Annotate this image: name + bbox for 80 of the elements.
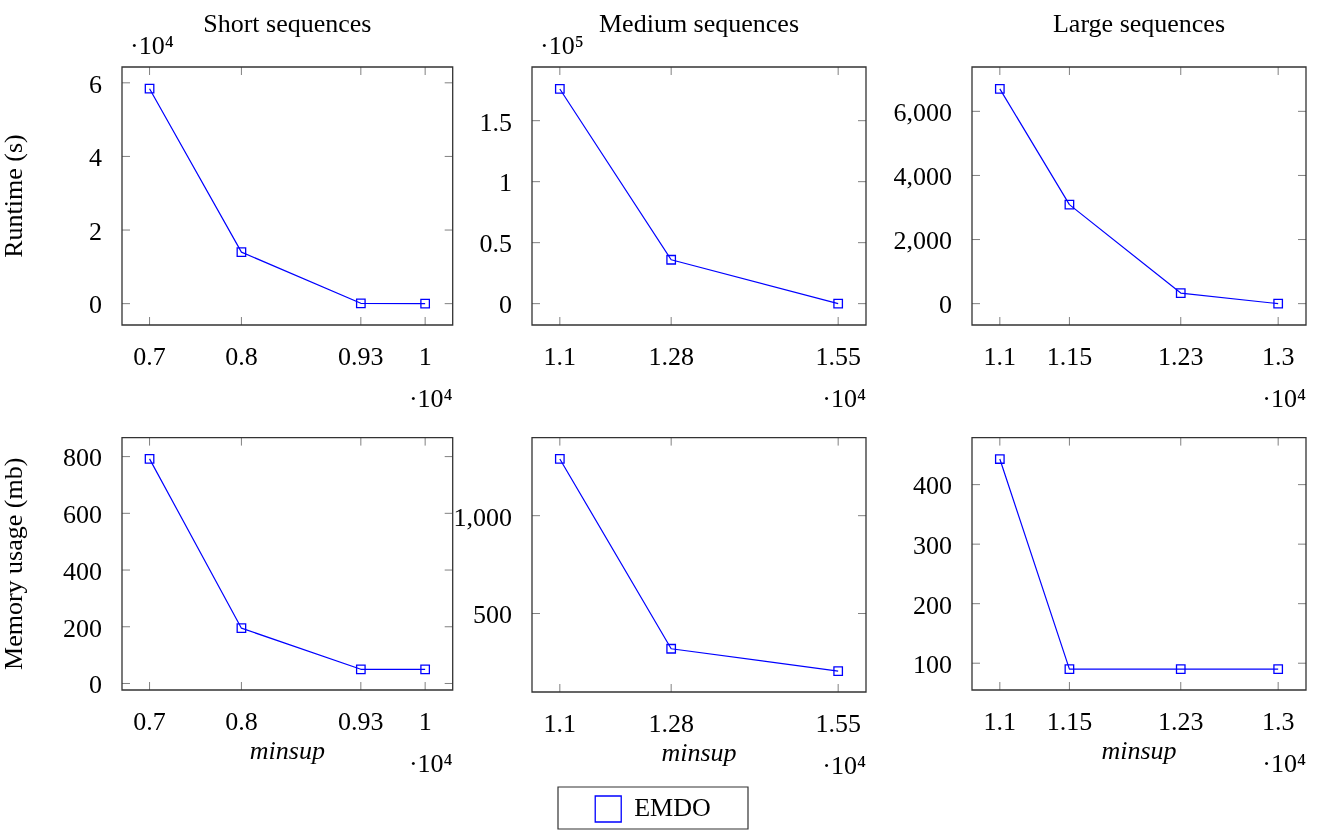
text: ·10⁴ xyxy=(1262,383,1306,413)
x-tick-label: 1.1 xyxy=(543,342,577,372)
point xyxy=(833,298,844,309)
x-tick-label: 1.1 xyxy=(983,707,1017,737)
x-tick-label: 1.55 xyxy=(815,342,861,372)
y-tick-label: 400 xyxy=(63,556,102,586)
point xyxy=(1273,298,1284,309)
text: ·10⁴ xyxy=(408,748,453,778)
x-axis-title: minsup xyxy=(1101,736,1177,766)
y-tick-label: 600 xyxy=(63,500,102,530)
x-tick-label: 0.7 xyxy=(133,707,166,737)
x-tick-label: 1.1 xyxy=(543,709,577,739)
y-axis-title: Runtime (s) xyxy=(0,134,29,258)
legend-label: EMDO xyxy=(634,792,711,822)
y-tick-label: 1 xyxy=(499,168,512,198)
text: ·10⁴ xyxy=(1262,748,1306,778)
point xyxy=(833,666,844,676)
point xyxy=(355,664,366,675)
y-tick-label: 800 xyxy=(63,443,102,473)
y-tick-label: 4 xyxy=(89,143,102,173)
x-tick-label: 1.28 xyxy=(648,342,694,372)
y-axis-title: Memory usage (mb) xyxy=(0,457,29,670)
point xyxy=(554,84,565,94)
y-tick-label: 100 xyxy=(913,650,952,680)
y-tick-label: 2 xyxy=(89,216,102,246)
x-tick-label: 0.8 xyxy=(225,707,258,737)
text: ·10⁴ xyxy=(822,750,866,780)
point xyxy=(554,454,565,464)
y-tick-label: 0 xyxy=(939,290,952,320)
y-tick-label: 0.5 xyxy=(479,229,512,259)
y-tick-label: 0 xyxy=(89,670,102,700)
y-tick-label: 1,000 xyxy=(453,502,512,532)
y-tick-label: 0 xyxy=(499,290,512,320)
y-tick-label: 1.5 xyxy=(479,107,512,137)
point xyxy=(1175,288,1186,298)
x-tick-label: 1.15 xyxy=(1046,342,1093,372)
x-tick-label: 1.55 xyxy=(815,709,861,739)
x-tick-label: 1.1 xyxy=(983,342,1017,372)
y-tick-label: 6 xyxy=(89,69,102,99)
x-tick-label: 0.93 xyxy=(338,342,384,372)
y-tick-label: 200 xyxy=(63,613,102,643)
chart-title: Large sequences xyxy=(1052,8,1226,38)
point xyxy=(420,298,431,309)
text: ·10⁴ xyxy=(822,383,866,413)
x-tick-label: 1 xyxy=(418,707,432,737)
point xyxy=(144,453,155,464)
y-tick-label: 2,000 xyxy=(893,226,952,256)
text: ·10⁴ xyxy=(130,30,174,60)
point xyxy=(994,84,1005,94)
x-tick-label: 1 xyxy=(418,342,432,372)
x-tick-label: 1.3 xyxy=(1261,707,1295,737)
x-axis-title: minsup xyxy=(661,738,737,768)
point xyxy=(355,298,366,309)
point xyxy=(144,83,155,94)
point xyxy=(236,247,247,258)
point xyxy=(236,623,247,634)
x-tick-label: 0.7 xyxy=(133,342,166,372)
y-tick-label: 0 xyxy=(89,290,102,320)
chart-title: Short sequences xyxy=(203,8,372,38)
chart-title: Medium sequences xyxy=(598,8,800,38)
x-axis-title: minsup xyxy=(249,736,325,766)
point xyxy=(666,254,677,265)
x-tick-label: 1.23 xyxy=(1158,707,1204,737)
x-tick-label: 1.15 xyxy=(1046,707,1093,737)
x-tick-label: 1.3 xyxy=(1261,342,1295,372)
x-tick-label: 1.23 xyxy=(1158,342,1204,372)
y-tick-label: 300 xyxy=(913,530,952,560)
point xyxy=(666,643,677,654)
point xyxy=(1064,199,1075,210)
x-tick-label: 0.93 xyxy=(338,707,384,737)
x-tick-label: 1.28 xyxy=(648,709,694,739)
text: ·10⁴ xyxy=(408,383,453,413)
y-tick-label: 6,000 xyxy=(893,98,952,128)
point xyxy=(420,664,431,675)
y-tick-label: 500 xyxy=(473,600,512,630)
y-tick-label: 4,000 xyxy=(893,162,952,192)
y-tick-label: 200 xyxy=(913,590,952,620)
y-tick-label: 400 xyxy=(913,471,952,501)
x-tick-label: 0.8 xyxy=(225,342,258,372)
text: ·10⁵ xyxy=(540,30,584,60)
